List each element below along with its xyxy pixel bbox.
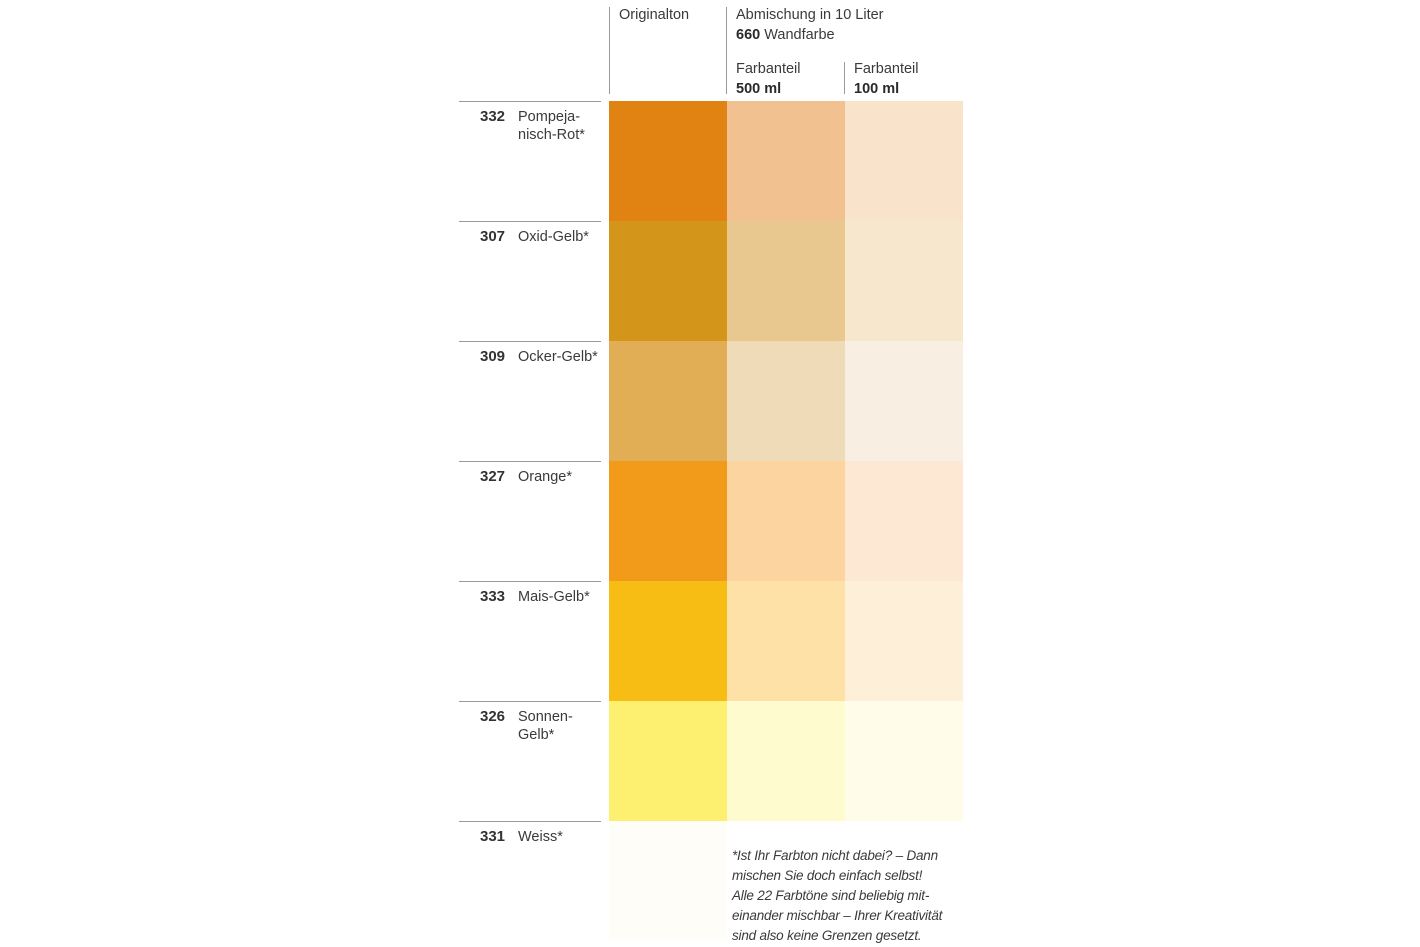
swatch-500ml bbox=[727, 341, 845, 461]
footnote: *Ist Ihr Farbton nicht dabei? – Dann mis… bbox=[732, 848, 943, 943]
col-100-label: Farbanteil bbox=[854, 61, 919, 77]
color-name: Sonnen- Gelb* bbox=[518, 709, 573, 743]
swatch-500ml bbox=[727, 581, 845, 701]
color-code: 326 bbox=[480, 708, 506, 725]
row-divider bbox=[459, 581, 601, 582]
swatch-original bbox=[609, 221, 727, 341]
color-code: 332 bbox=[480, 108, 506, 125]
mix-header-title: Abmischung in 10 Liter bbox=[736, 7, 884, 23]
color-name: Pompeja- nisch-Rot* bbox=[518, 109, 585, 143]
swatch-500ml bbox=[727, 221, 845, 341]
header-divider-original bbox=[609, 7, 610, 94]
color-name: Ocker-Gelb* bbox=[518, 349, 598, 365]
col-100-amount: 100 ml bbox=[854, 79, 899, 99]
row-divider bbox=[459, 221, 601, 222]
color-code: 307 bbox=[480, 228, 506, 245]
swatch-100ml bbox=[845, 221, 963, 341]
swatch-100ml bbox=[845, 581, 963, 701]
color-code: 331 bbox=[480, 828, 506, 845]
row-divider bbox=[459, 461, 601, 462]
color-name: Weiss* bbox=[518, 829, 563, 845]
color-name: Oxid-Gelb* bbox=[518, 229, 589, 245]
col-100-amount-text: 100 ml bbox=[854, 81, 900, 97]
swatch-100ml bbox=[845, 461, 963, 581]
original-column-header: Originalton bbox=[619, 7, 690, 23]
color-name: Mais-Gelb* bbox=[518, 589, 590, 605]
swatch-original bbox=[609, 341, 727, 461]
row-divider bbox=[459, 821, 601, 822]
row-divider bbox=[459, 701, 601, 702]
swatch-500ml bbox=[727, 101, 845, 221]
color-name: Orange* bbox=[518, 469, 573, 485]
color-code: 327 bbox=[480, 468, 506, 485]
color-code: 333 bbox=[480, 588, 506, 605]
header-divider-mix bbox=[726, 7, 727, 94]
swatch-original bbox=[609, 461, 727, 581]
swatch-original bbox=[609, 101, 727, 221]
swatch-100ml bbox=[845, 821, 963, 941]
swatch-100ml bbox=[845, 101, 963, 221]
swatch-original bbox=[609, 821, 727, 941]
swatch-original bbox=[609, 701, 727, 821]
swatch-100ml bbox=[845, 341, 963, 461]
col-500-amount: 500 ml bbox=[736, 79, 781, 99]
color-code: 309 bbox=[480, 348, 506, 365]
mix-header-product: 660 Wandfarbe bbox=[736, 25, 835, 45]
swatch-original bbox=[609, 581, 727, 701]
header-divider-100 bbox=[844, 62, 845, 94]
mix-product-name: Wandfarbe bbox=[764, 27, 835, 43]
col-500-amount-text: 500 ml bbox=[736, 81, 782, 97]
swatch-500ml bbox=[727, 461, 845, 581]
swatch-100ml bbox=[845, 701, 963, 821]
swatch-500ml bbox=[727, 701, 845, 821]
mix-product-code: 660 bbox=[736, 27, 761, 43]
swatch-500ml bbox=[727, 821, 845, 941]
col-500-label: Farbanteil bbox=[736, 61, 801, 77]
row-divider bbox=[459, 101, 601, 102]
row-divider bbox=[459, 341, 601, 342]
